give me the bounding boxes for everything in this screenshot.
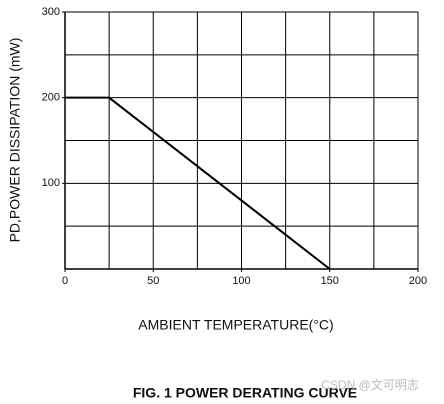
y-tick-label: 300 — [42, 6, 60, 18]
chart-title: FIG. 1 POWER DERATING CURVE — [133, 385, 357, 401]
x-tick-label: 100 — [232, 275, 250, 287]
watermark: CSDN @文可明志 — [321, 377, 419, 392]
y-tick-label: 200 — [42, 92, 60, 104]
y-axis-label: PD,POWER DISSIPATION (mW) — [7, 38, 23, 243]
x-tick-label: 200 — [409, 275, 427, 287]
x-tick-label: 0 — [62, 275, 68, 287]
curve — [65, 96, 331, 270]
y-tick-label: 100 — [42, 177, 60, 189]
x-axis-label: AMBIENT TEMPERATURE(°C) — [138, 317, 333, 333]
x-tick-label: 150 — [321, 275, 339, 287]
x-tick-label: 50 — [147, 275, 159, 287]
